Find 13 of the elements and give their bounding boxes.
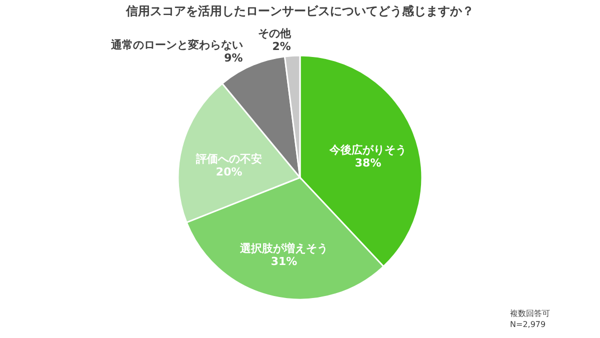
text: N=2,979 xyxy=(510,320,546,329)
slice-label: その他 xyxy=(258,26,292,40)
data-label: 2% xyxy=(272,40,291,53)
data-label: 20% xyxy=(216,165,242,178)
slice-label: 評価への不安 xyxy=(195,152,262,166)
text: 複数回答可 xyxy=(510,309,550,318)
data-label: 9% xyxy=(224,51,243,64)
slice-label: 今後広がりそう xyxy=(328,144,407,157)
slice-label: 通常のローンと変わらない xyxy=(110,38,243,52)
data-label: 31% xyxy=(270,254,298,268)
data-label: 38% xyxy=(354,156,382,170)
slice-label: 選択肢が増えそう xyxy=(239,242,328,255)
chart-title: 信用スコアを活用したローンサービスについてどう感じますか？ xyxy=(125,4,474,18)
